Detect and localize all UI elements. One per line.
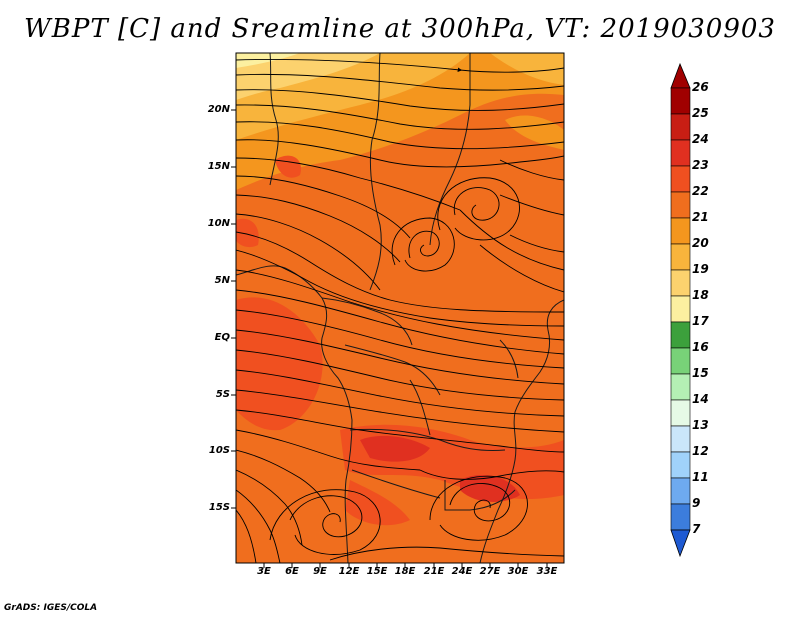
colorbar-label: 25 [692,106,709,120]
colorbar-label: 18 [692,288,709,302]
lat-label: EQ [214,332,230,343]
colorbar-label: 7 [692,522,701,536]
colorbar-label: 19 [692,262,709,276]
colorbar-label: 26 [692,80,709,94]
colorbar-swatch [670,425,691,453]
lon-label: 24E [451,566,473,577]
colorbar-label: 20 [692,236,709,250]
colorbar-top-arrow [670,62,691,89]
colorbar-swatch [670,165,691,193]
colorbar-swatch [670,347,691,375]
colorbar-swatch [670,269,691,297]
lon-label: 30E [507,566,529,577]
colorbar-swatch [670,191,691,219]
colorbar-label: 22 [692,184,709,198]
axis-ticks [231,109,548,568]
colorbar-label: 16 [692,340,709,354]
colorbar-label: 21 [692,210,709,224]
lon-label: 27E [479,566,501,577]
colorbar-swatch [670,451,691,479]
colorbar-swatch [670,217,691,245]
lon-label: 21E [423,566,445,577]
colorbar-label: 11 [692,470,709,484]
colorbar-swatch [670,139,691,167]
colorbar-label: 14 [692,392,709,406]
colorbar-label: 12 [692,444,709,458]
colorbar-swatch [670,503,691,531]
lat-label: 5S [215,389,230,400]
colorbar-swatch [670,477,691,505]
lon-label: 12E [338,566,360,577]
colorbar-swatch [670,87,691,115]
wbpt-field [236,53,564,563]
colorbar-swatch [670,113,691,141]
lat-label: 5N [214,275,230,286]
colorbar-swatch [670,373,691,401]
lat-label: 10S [208,445,230,456]
credit-text: GrADS: IGES/COLA [4,603,98,613]
lon-label: 18E [394,566,416,577]
colorbar-label: 24 [692,132,709,146]
lat-label: 15S [208,502,230,513]
lon-label: 15E [366,566,388,577]
coastlines [236,53,564,563]
colorbar-bottom-arrow [670,529,691,558]
lat-label: 20N [207,104,230,115]
lon-label: 3E [257,566,271,577]
map-frame [235,52,565,564]
colorbar-swatch [670,295,691,323]
colorbar-label: 9 [692,496,701,510]
colorbar-swatch [670,243,691,271]
colorbar-swatch [670,399,691,427]
lon-label: 33E [536,566,558,577]
colorbar-swatch [670,321,691,349]
lat-label: 10N [207,218,230,229]
colorbar-label: 15 [692,366,709,380]
colorbar-label: 23 [692,158,709,172]
chart-title: WBPT [C] and Sreamline at 300hPa, VT: 20… [24,14,776,44]
lon-label: 9E [313,566,327,577]
colorbar-label: 17 [692,314,709,328]
lat-label: 15N [207,161,230,172]
colorbar [670,62,691,558]
streamlines [236,59,564,563]
colorbar-label: 13 [692,418,709,432]
lon-label: 6E [285,566,299,577]
